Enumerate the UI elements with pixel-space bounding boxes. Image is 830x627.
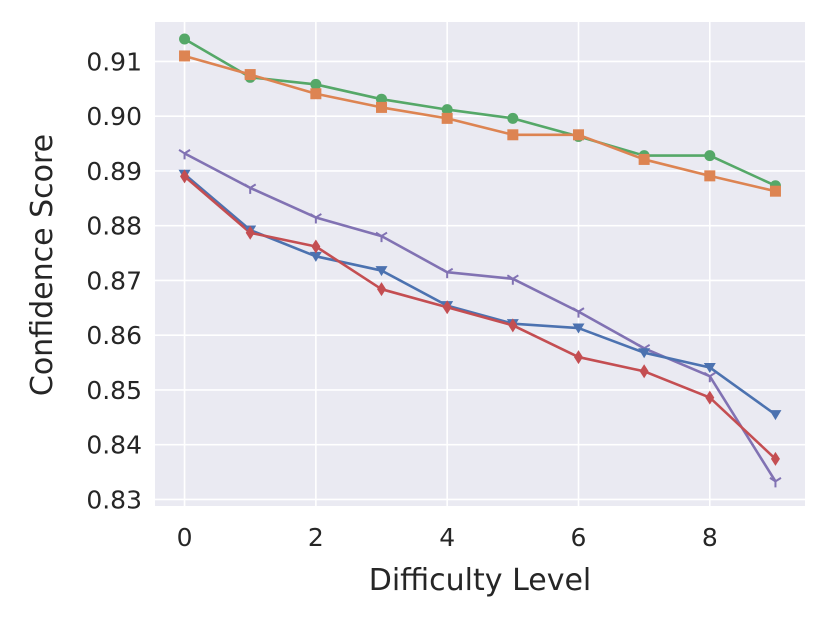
series-orange-point bbox=[179, 50, 191, 62]
series-red-point bbox=[245, 225, 255, 240]
series-red-point bbox=[705, 390, 715, 405]
series-purple-point bbox=[572, 307, 585, 318]
series-orange-point bbox=[507, 129, 519, 141]
series-purple-point bbox=[375, 231, 388, 243]
y-tick-label: 0.86 bbox=[86, 321, 142, 350]
series-orange-point bbox=[572, 129, 584, 141]
series-orange-point bbox=[769, 185, 781, 197]
series-blue-point bbox=[703, 362, 716, 373]
series-green-point bbox=[441, 104, 453, 116]
y-tick-label: 0.90 bbox=[86, 102, 142, 131]
series-lines bbox=[183, 37, 777, 483]
series-red-line bbox=[183, 175, 777, 460]
y-tick-label: 0.91 bbox=[86, 47, 142, 76]
series-blue-point bbox=[309, 251, 322, 262]
series-markers bbox=[178, 33, 782, 488]
series-orange-point bbox=[704, 170, 716, 182]
series-orange-point bbox=[376, 101, 388, 113]
series-red-point bbox=[508, 318, 518, 333]
x-tick-label: 6 bbox=[571, 523, 587, 552]
series-red-point bbox=[639, 364, 649, 379]
x-tick-label: 0 bbox=[177, 523, 193, 552]
series-purple-line bbox=[183, 152, 777, 483]
series-orange-point bbox=[638, 153, 650, 165]
series-red-point bbox=[573, 350, 583, 365]
series-purple-point bbox=[769, 477, 782, 488]
series-green-point bbox=[507, 112, 519, 124]
plot-background bbox=[155, 22, 805, 506]
series-blue-point bbox=[375, 266, 388, 277]
series-orange-point bbox=[310, 88, 322, 100]
series-red-point bbox=[377, 282, 387, 297]
x-tick-label: 2 bbox=[308, 523, 324, 552]
series-green-point bbox=[310, 78, 322, 90]
series-purple-point bbox=[244, 183, 257, 194]
series-orange-line bbox=[184, 54, 776, 193]
series-purple-point bbox=[506, 274, 519, 285]
series-green-point bbox=[704, 150, 716, 162]
y-tick-label: 0.89 bbox=[86, 157, 142, 186]
grid-lines bbox=[155, 22, 805, 506]
series-blue-line bbox=[183, 173, 777, 416]
x-tick-label: 8 bbox=[702, 523, 718, 552]
tick-labels: 0 2 4 6 8 0.83 0.84 0.85 0.86 0.87 0.88 0.89 0.90 0.9… bbox=[86, 47, 717, 552]
series-purple-point bbox=[309, 213, 322, 224]
series-purple-point bbox=[703, 371, 716, 383]
series-blue-point bbox=[572, 323, 585, 334]
series-orange-point bbox=[441, 112, 453, 124]
x-tick-label: 4 bbox=[439, 523, 455, 552]
x-axis-label: Difficulty Level bbox=[369, 563, 592, 598]
y-axis-label: Confidence Score bbox=[25, 134, 60, 396]
y-tick-label: 0.84 bbox=[86, 431, 142, 460]
y-tick-label: 0.88 bbox=[86, 212, 142, 241]
series-purple-point bbox=[178, 149, 191, 160]
series-purple-point bbox=[441, 267, 454, 279]
y-tick-label: 0.83 bbox=[86, 485, 142, 514]
series-red-point bbox=[180, 169, 190, 184]
y-tick-label: 0.87 bbox=[86, 266, 142, 295]
series-red-point bbox=[311, 239, 321, 254]
y-tick-label: 0.85 bbox=[86, 376, 142, 405]
series-red-point bbox=[770, 451, 780, 466]
series-green-point bbox=[179, 33, 191, 45]
series-red-point bbox=[442, 300, 452, 315]
series-blue-point bbox=[769, 410, 782, 421]
series-green-line bbox=[183, 37, 776, 187]
series-blue-point bbox=[638, 348, 651, 359]
series-orange-point bbox=[244, 69, 256, 81]
